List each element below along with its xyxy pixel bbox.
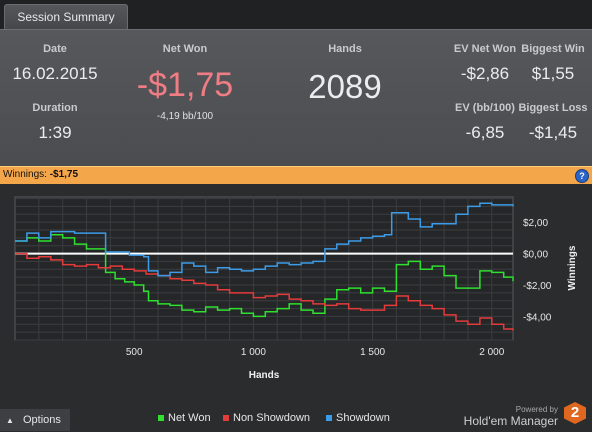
- legend-non-showdown-label: Non Showdown: [233, 412, 311, 424]
- ev-net-won-label: EV Net Won: [453, 43, 517, 55]
- y-tick-label: $0,00: [523, 250, 548, 261]
- footer: ▲ Options Net Won Non Showdown Showdown …: [0, 402, 592, 431]
- net-won-value: -$1,75: [136, 66, 234, 104]
- options-label: Options: [22, 414, 61, 426]
- duration-value: 1:39: [38, 123, 72, 142]
- date-label: Date: [43, 43, 67, 55]
- legend-showdown-swatch: [326, 415, 332, 422]
- legend-showdown-label: Showdown: [336, 412, 390, 424]
- y-tick-label: -$2,00: [523, 281, 552, 292]
- series-line-non-showdown: [15, 252, 514, 331]
- biggest-win-label: Biggest Win: [521, 43, 585, 55]
- biggest-win-value: $1,55: [531, 64, 575, 83]
- net-won-label: Net Won: [162, 43, 208, 55]
- chevron-up-icon: ▲: [6, 416, 14, 425]
- legend-non-showdown: Non Showdown: [223, 412, 310, 424]
- winnings-bar: Winnings: -$1,75 ?: [0, 166, 592, 184]
- hands-label: Hands: [328, 43, 362, 55]
- ev-net-won-value: -$2,86: [460, 64, 510, 83]
- winnings-chart: 500 1 000 1 500 2 000 $2,00 $0,00 -$2,00 -$4,00…: [0, 184, 592, 405]
- tab-bar: Session Summary: [0, 0, 592, 29]
- net-won-bb100: -4,19 bb/100: [156, 111, 214, 122]
- legend-showdown: Showdown: [326, 412, 390, 424]
- biggest-loss-label: Biggest Loss: [518, 102, 588, 114]
- duration-label: Duration: [32, 102, 78, 114]
- date-value: 16.02.2015: [12, 64, 98, 83]
- x-tick-label: 2 000: [479, 347, 504, 358]
- y-tick-label: -$4,00: [523, 312, 552, 323]
- legend-net-won: Net Won: [158, 412, 211, 424]
- y-axis-title: Winnings: [567, 245, 578, 290]
- series-line-net-won: [15, 233, 514, 318]
- hm-logo-icon: 2: [564, 402, 586, 424]
- legend-net-won-label: Net Won: [168, 412, 211, 424]
- y-tick-label: $2,00: [523, 218, 548, 229]
- x-tick-label: 500: [126, 347, 143, 358]
- biggest-loss-value: -$1,45: [528, 123, 578, 142]
- plot-area: [14, 196, 514, 341]
- winnings-value: -$1,75: [49, 169, 79, 180]
- options-button[interactable]: ▲ Options: [0, 409, 70, 431]
- x-axis-title: Hands: [249, 370, 280, 381]
- winnings-text: Winnings: -$1,75: [3, 169, 78, 180]
- ev-bb100-value: -6,85: [465, 123, 505, 142]
- powered-by-text: Powered by: [515, 405, 558, 414]
- brand-name: Hold'em Manager: [463, 414, 558, 428]
- winnings-label: Winnings:: [3, 169, 47, 180]
- series-line-showdown: [15, 202, 514, 277]
- legend-net-won-swatch: [158, 415, 164, 422]
- ev-bb100-label: EV (bb/100): [455, 102, 515, 114]
- x-tick-label: 1 500: [360, 347, 385, 358]
- winnings-chart-svg: 500 1 000 1 500 2 000 $2,00 $0,00 -$2,00 -$4,00…: [14, 196, 578, 381]
- help-icon[interactable]: ?: [575, 169, 589, 183]
- session-summary-panel: Date 16.02.2015 Duration 1:39 Net Won -$…: [0, 29, 592, 167]
- hands-value: 2089: [308, 68, 382, 105]
- tab-session-summary[interactable]: Session Summary: [4, 4, 128, 29]
- x-tick-label: 1 000: [241, 347, 266, 358]
- legend-non-showdown-swatch: [223, 415, 229, 422]
